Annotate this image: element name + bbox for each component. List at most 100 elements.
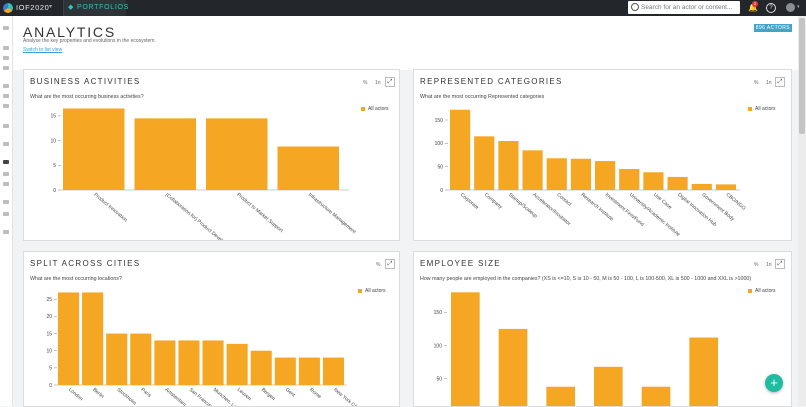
panel-employee-size: EMPLOYEE SIZE How many people are employe…	[413, 251, 792, 407]
bar-0	[450, 109, 471, 190]
y-tick-label: 5	[53, 163, 56, 169]
bar-5	[178, 340, 200, 385]
x-tick-label: London	[67, 387, 84, 402]
switch-to-list-view-link[interactable]: Switch to list view	[23, 47, 63, 53]
legend-swatch	[748, 107, 752, 111]
bell-icon[interactable]: 🔔	[748, 3, 758, 12]
percent-toggle-button[interactable]: %	[754, 262, 759, 268]
y-tick-label: 0	[440, 188, 443, 194]
bar-0	[63, 108, 125, 190]
sidebar-item-files-icon[interactable]	[3, 56, 9, 60]
x-tick-label: Contact	[555, 192, 573, 208]
legend-swatch	[358, 289, 362, 293]
legend-swatch	[361, 107, 365, 111]
search-input[interactable]: Search for an actor or content...	[628, 1, 740, 14]
sidebar-item-timeline-icon[interactable]	[3, 182, 9, 186]
brand-name[interactable]: IOF2020	[16, 3, 50, 12]
sidebar-item-tags-icon[interactable]	[3, 66, 9, 70]
bar-8	[250, 350, 272, 385]
y-tick-label: 100	[435, 141, 444, 147]
expand-icon[interactable]: ⤢	[775, 259, 785, 269]
help-icon[interactable]: ?	[766, 3, 776, 13]
x-tick-label: (Collaboration for) Product Developm	[164, 192, 231, 241]
panel-business-activities: BUSINESS ACTIVITIES What are the most occ…	[23, 69, 400, 241]
x-tick-label: CBO/NGO	[725, 192, 747, 212]
tab-portfolios[interactable]: ◆ PORTFOLIOS	[63, 0, 128, 16]
page-title: ANALYTICS	[23, 24, 116, 40]
bar-2	[206, 118, 268, 190]
sidebar-item-portfolio-icon[interactable]	[3, 124, 9, 128]
panel-title: EMPLOYEE SIZE	[420, 259, 501, 268]
count-toggle-button[interactable]: 1n	[375, 80, 381, 86]
bar-4	[641, 386, 671, 406]
panel-question: What are the most occurring business act…	[30, 94, 144, 100]
legend-label: All actors	[365, 288, 386, 294]
bar-1	[498, 328, 528, 406]
sidebar-item-heatmap-icon[interactable]	[3, 172, 9, 176]
x-tick-label: New York City	[332, 387, 360, 407]
count-toggle-button[interactable]: 1n	[766, 262, 772, 268]
x-tick-label: Infrastructure Management	[307, 192, 357, 236]
legend-label: All actors	[755, 106, 776, 112]
expand-icon[interactable]: ⤢	[385, 77, 395, 87]
bar-4	[154, 340, 176, 385]
bar-9	[667, 176, 688, 190]
panel-question: What are the most occurring locations?	[30, 276, 122, 282]
x-tick-label: Company	[483, 192, 504, 211]
sidebar-item-analytics-icon[interactable]	[3, 160, 9, 164]
bar-10	[691, 183, 712, 190]
sidebar	[0, 16, 13, 406]
add-fab-button[interactable]: +	[765, 374, 783, 392]
y-tick-label: 100	[434, 343, 443, 349]
bar-6	[202, 340, 224, 385]
bar-chart: 0 5 10 15 Product Innovation (Collaboration f…	[50, 108, 357, 241]
sidebar-item-admin-icon[interactable]	[3, 212, 9, 216]
percent-toggle-button[interactable]: %	[376, 262, 381, 268]
sidebar-item-info-icon[interactable]	[3, 230, 9, 234]
avatar[interactable]	[786, 3, 795, 12]
bar-2	[498, 141, 519, 190]
x-tick-label: Corporate	[459, 192, 480, 211]
x-tick-label: Leuven	[236, 387, 253, 402]
bar-9	[274, 357, 296, 385]
x-tick-label: Use Case	[652, 192, 673, 211]
bar-8	[643, 172, 664, 190]
percent-toggle-button[interactable]: %	[363, 80, 368, 86]
page-subtitle: Analyse the key properties and evolution…	[23, 38, 156, 44]
y-tick-label: 150	[434, 310, 443, 316]
chevron-down-icon[interactable]: ▾	[797, 4, 800, 10]
sidebar-item-list-icon[interactable]	[3, 94, 9, 98]
search-icon	[631, 3, 639, 11]
panel-represented-categories: REPRESENTED CATEGORIES What are the most …	[413, 69, 792, 241]
y-tick-label: 25	[46, 297, 52, 303]
bar-5	[570, 158, 591, 190]
bar-7	[226, 343, 248, 385]
x-tick-label: Product to Market Support	[235, 192, 284, 235]
scrollbar-track[interactable]	[798, 16, 806, 406]
scrollbar-thumb[interactable]	[799, 18, 805, 134]
sidebar-item-communities-icon[interactable]	[3, 142, 9, 146]
expand-icon[interactable]: ⤢	[385, 259, 395, 269]
bar-3	[130, 333, 152, 385]
actors-count-badge[interactable]: 896 ACTORS	[753, 24, 792, 32]
chevron-down-icon[interactable]: ▾	[49, 4, 53, 10]
sidebar-item-home-icon[interactable]	[3, 26, 9, 30]
panel-question: How many people are employed in the comp…	[420, 276, 752, 282]
sidebar-item-announcements-icon[interactable]	[3, 46, 9, 50]
bar-1	[134, 118, 196, 190]
app-logo[interactable]	[3, 3, 13, 13]
y-tick-label: 5	[49, 366, 52, 372]
bar-3	[277, 146, 339, 190]
x-tick-label: Berlin	[91, 387, 105, 400]
x-tick-label: Paris	[140, 387, 153, 399]
sidebar-item-settings-icon[interactable]	[3, 200, 9, 204]
count-toggle-button[interactable]: 1n	[766, 80, 772, 86]
top-navbar: IOF2020 ▾ ◆ PORTFOLIOS Search for an act…	[0, 0, 806, 16]
percent-toggle-button[interactable]: %	[754, 80, 759, 86]
bar-4	[546, 158, 567, 190]
expand-icon[interactable]: ⤢	[775, 77, 785, 87]
sidebar-item-map-icon[interactable]	[3, 104, 9, 108]
y-tick-label: 150	[435, 118, 444, 124]
bar-3	[594, 366, 623, 406]
sidebar-item-actors-icon[interactable]	[3, 84, 9, 88]
